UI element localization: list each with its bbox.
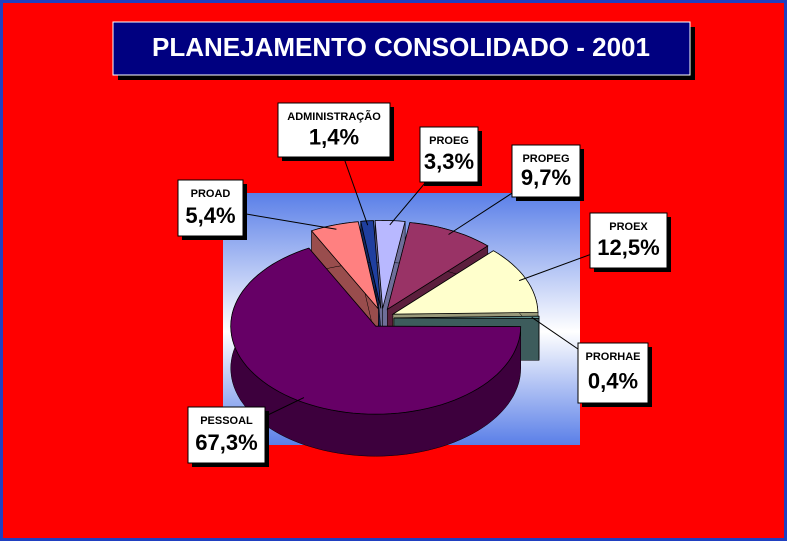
label-box [511, 144, 581, 198]
label-box [277, 102, 391, 158]
label-box [589, 212, 668, 269]
category-label: PROEX [609, 221, 648, 233]
label-box [187, 406, 266, 464]
slice [391, 250, 539, 315]
value-label: 12,5% [597, 235, 659, 260]
category-label: PESSOAL [200, 415, 253, 427]
slice [386, 222, 489, 311]
category-label: PROEG [429, 135, 469, 147]
slice [393, 315, 540, 319]
category-label: ADMINISTRAÇÃO [287, 110, 381, 123]
label-box [577, 342, 649, 404]
value-label: 1,4% [309, 124, 359, 149]
value-label: 67,3% [195, 430, 257, 455]
value-label: 9,7% [521, 165, 571, 190]
category-label: PRORHAE [585, 351, 640, 363]
value-label: 0,4% [588, 368, 638, 393]
category-label: PROPEG [522, 153, 569, 165]
label-box [177, 179, 244, 237]
slice [360, 220, 382, 309]
value-label: 3,3% [424, 149, 474, 174]
value-label: 5,4% [185, 203, 235, 228]
category-label: PROAD [191, 188, 231, 200]
slice [230, 247, 522, 415]
label-box [419, 126, 479, 183]
chart-title: PLANEJAMENTO CONSOLIDADO - 2001 [152, 32, 650, 62]
slice [310, 221, 379, 310]
slice [374, 219, 406, 309]
title-box [112, 21, 691, 76]
